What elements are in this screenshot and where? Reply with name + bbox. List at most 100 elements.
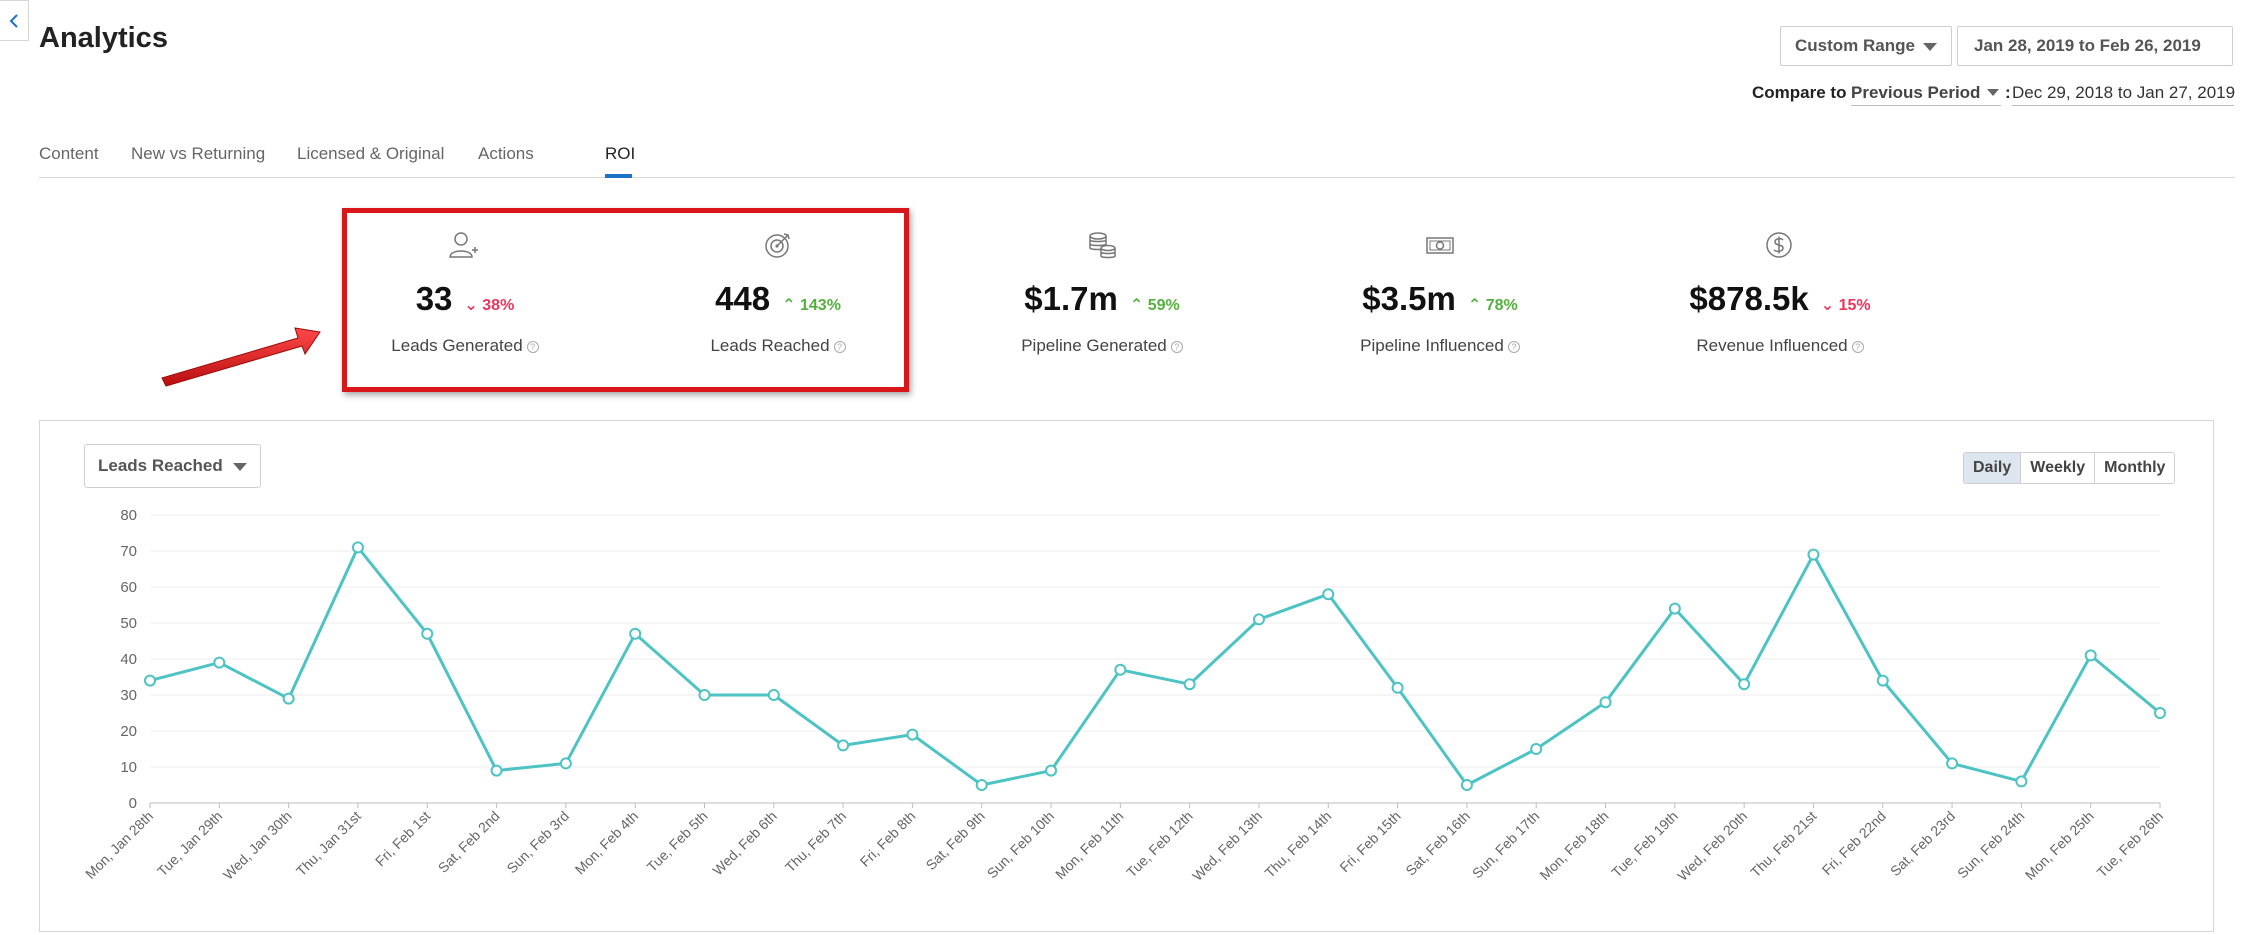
x-tick-label: Wed, Feb 6th [709, 808, 780, 879]
y-tick-label: 70 [120, 543, 137, 560]
x-tick-label: Sun, Feb 3rd [503, 808, 572, 877]
granularity-weekly-button[interactable]: Weekly [2020, 453, 2095, 483]
tab-new-vs-returning[interactable]: New vs Returning [131, 144, 266, 163]
data-point[interactable] [213, 656, 226, 669]
metric-value: 448 [715, 280, 771, 317]
data-point[interactable] [1530, 743, 1543, 755]
chart-metric-select[interactable]: Leads Reached [84, 444, 261, 488]
granularity-monthly-button[interactable]: Monthly [2094, 453, 2175, 483]
data-point[interactable] [1114, 663, 1127, 676]
data-point[interactable] [490, 764, 503, 777]
metric-value: 33 [415, 280, 453, 317]
caret-down-icon [1923, 43, 1937, 51]
back-button[interactable] [0, 0, 29, 41]
data-point[interactable] [2084, 649, 2097, 662]
active-tab-indicator [605, 174, 632, 178]
x-tick-label: Fri, Feb 22nd [1819, 808, 1889, 878]
granularity-toggle: Daily Weekly Monthly [1963, 452, 2176, 484]
data-point[interactable] [837, 739, 850, 752]
help-icon[interactable]: ? [1851, 341, 1864, 353]
help-icon[interactable]: ? [1507, 341, 1520, 353]
data-point[interactable] [351, 541, 364, 554]
tab-bar: Content New vs Returning Licensed & Orig… [39, 140, 2235, 178]
range-type-value: Custom Range [1795, 36, 1915, 55]
metric-change-value: 38% [482, 297, 515, 314]
tab-actions[interactable]: Actions [478, 144, 534, 163]
data-point[interactable] [1391, 681, 1404, 694]
metric-leads-generated: 33 ⌄ 38% Leads Generated? [315, 230, 615, 370]
metric-pipeline-generated: $1.7m ⌃ 59% Pipeline Generated? [952, 230, 1252, 370]
x-tick-label: Tue, Feb 5th [644, 808, 711, 875]
data-point[interactable] [2154, 707, 2166, 719]
data-point[interactable] [698, 689, 711, 701]
metric-change-value: 143% [800, 297, 841, 314]
metric-value: $1.7m [1024, 280, 1118, 317]
page-title: Analytics [39, 22, 168, 54]
data-point[interactable] [1807, 548, 1820, 561]
date-range-input[interactable]: Jan 28, 2019 to Feb 26, 2019 [1957, 26, 2233, 66]
data-point[interactable] [906, 728, 919, 741]
metric-label: Pipeline Influenced? [1290, 336, 1590, 356]
y-tick-label: 40 [120, 651, 137, 668]
metric-change-value: 15% [1838, 297, 1871, 314]
range-type-select[interactable]: Custom Range [1780, 26, 1952, 66]
data-point[interactable] [1738, 678, 1751, 691]
dollar-circle-icon [1766, 232, 1792, 258]
metric-change-value: 78% [1485, 297, 1518, 314]
help-icon[interactable]: ? [833, 341, 846, 353]
data-point[interactable] [1322, 588, 1335, 601]
data-point[interactable] [1599, 696, 1612, 709]
data-point[interactable] [975, 779, 988, 791]
data-point[interactable] [144, 674, 156, 687]
compare-separator: : [2005, 83, 2011, 102]
data-point[interactable] [1183, 678, 1196, 691]
data-point[interactable] [629, 627, 642, 640]
granularity-daily-button[interactable]: Daily [1964, 453, 2021, 483]
trend-up-icon: ⌃ [1129, 297, 1148, 314]
data-point[interactable] [1668, 602, 1681, 615]
chart-metric-value: Leads Reached [98, 456, 223, 475]
metric-label: Pipeline Generated? [952, 336, 1252, 356]
metric-leads-reached: 448 ⌃ 143% Leads Reached? [628, 230, 928, 370]
data-point[interactable] [1946, 757, 1959, 770]
data-point[interactable] [559, 757, 572, 770]
metric-label-text: Pipeline Influenced [1360, 336, 1504, 355]
annotation-arrow-icon [161, 327, 321, 387]
tab-content[interactable]: Content [39, 144, 99, 163]
data-point[interactable] [1460, 779, 1473, 791]
trend-up-icon: ⌃ [1467, 297, 1486, 314]
x-tick-label: Mon, Jan 28th [82, 808, 156, 882]
data-point[interactable] [1876, 674, 1889, 687]
y-tick-label: 80 [120, 507, 137, 524]
metric-change: ⌃ 78% [1468, 295, 1518, 315]
data-point[interactable] [1252, 613, 1265, 626]
x-tick-label: Wed, Feb 20th [1674, 808, 1750, 884]
x-tick-label: Sun, Feb 10th [984, 808, 1058, 882]
data-point[interactable] [767, 689, 780, 701]
help-icon[interactable]: ? [526, 341, 539, 353]
x-tick-label: Tue, Jan 29th [154, 808, 225, 879]
data-point[interactable] [421, 627, 434, 640]
x-tick-label: Fri, Feb 15th [1336, 808, 1403, 875]
y-tick-label: 10 [120, 759, 137, 776]
date-range-value: Jan 28, 2019 to Feb 26, 2019 [1974, 36, 2201, 55]
tab-roi[interactable]: ROI [605, 144, 636, 163]
compare-period-select[interactable]: Previous Period [1851, 80, 2001, 106]
series-line [149, 545, 2161, 787]
metric-revenue-influenced: $878.5k ⌄ 15% Revenue Influenced? [1630, 230, 1930, 370]
tab-licensed-original[interactable]: Licensed & Original [297, 144, 445, 163]
help-icon[interactable]: ? [1170, 341, 1183, 353]
x-tick-label: Fri, Feb 8th [857, 808, 919, 870]
data-point[interactable] [2015, 775, 2028, 788]
x-tick-label: Sat, Feb 9th [923, 808, 988, 873]
y-tick-label: 60 [120, 579, 137, 596]
x-tick-label: Sun, Feb 17th [1469, 808, 1543, 882]
data-point[interactable] [282, 692, 295, 705]
compare-dates-input[interactable]: Dec 29, 2018 to Jan 27, 2019 [2012, 80, 2235, 106]
x-tick-label: Thu, Feb 21st [1747, 808, 1819, 880]
data-point[interactable] [1045, 764, 1058, 777]
target-icon [765, 233, 790, 258]
metric-label: Revenue Influenced? [1630, 336, 1930, 356]
metric-change-value: 59% [1147, 297, 1180, 314]
